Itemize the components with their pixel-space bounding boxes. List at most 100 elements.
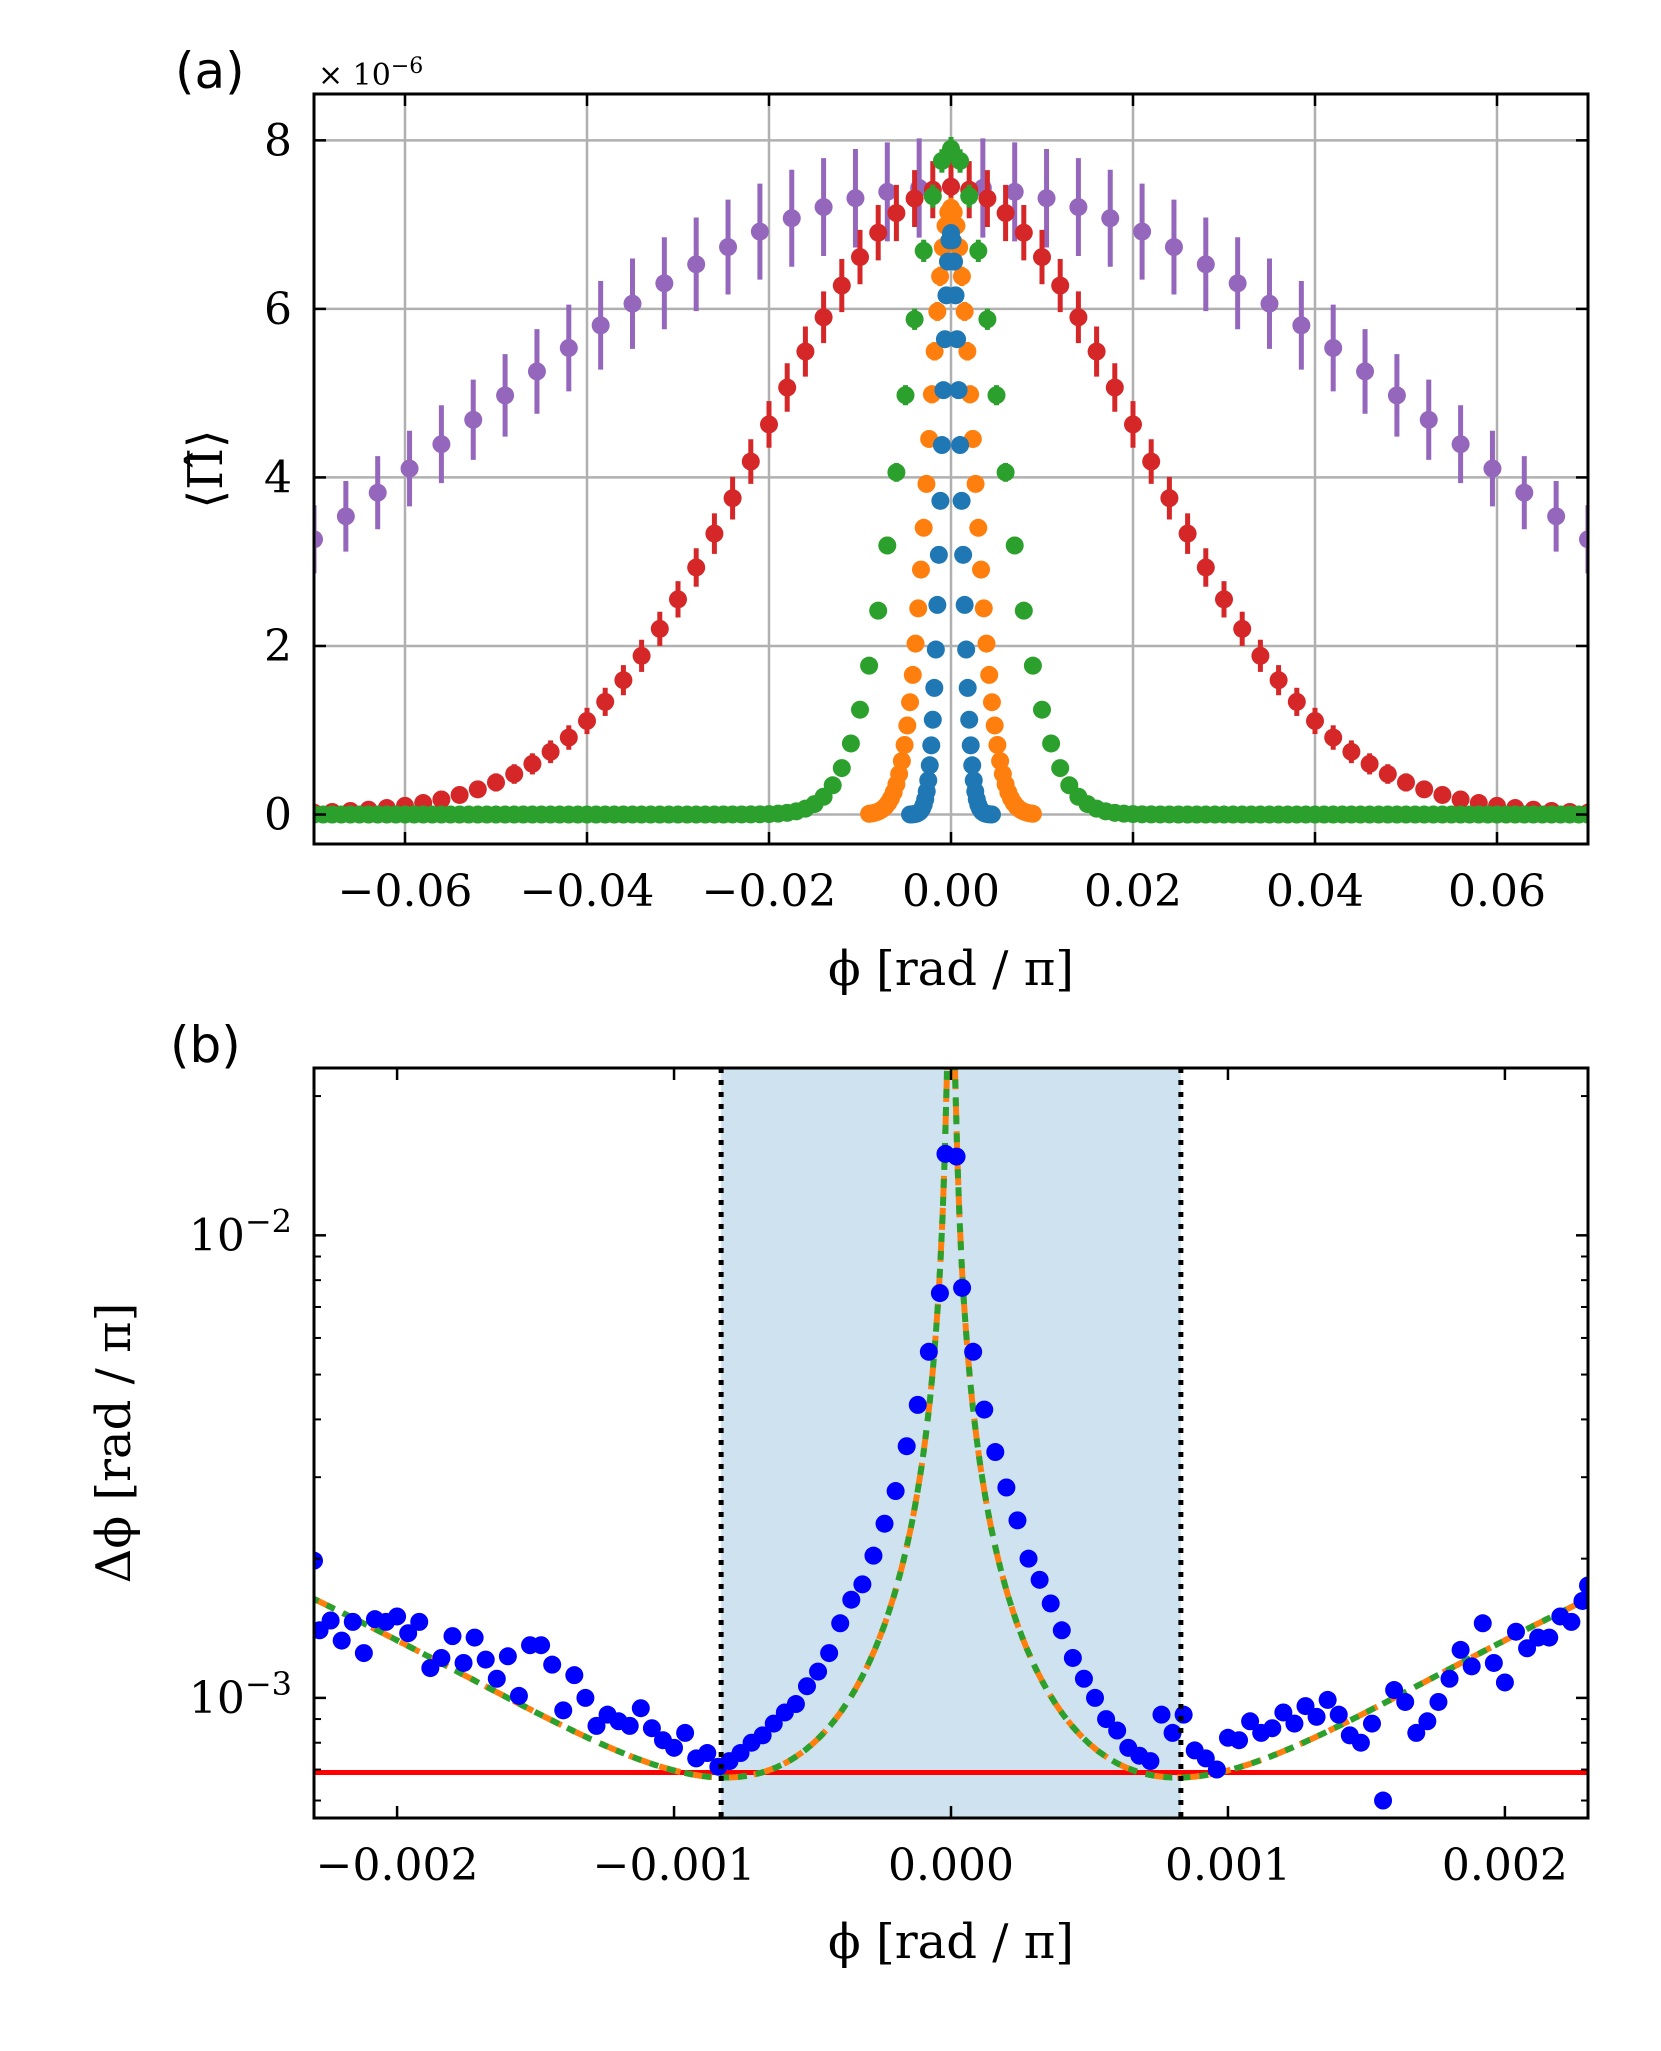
x-tick-label: 0.06 [1448,866,1546,917]
data-point [1174,1705,1193,1724]
panel-b-x-axis-label: ϕ [rad / π] [828,1914,1074,1970]
data-point [1069,308,1088,327]
data-point [1296,1697,1315,1716]
data-point [1579,1576,1588,1595]
data-point [1005,536,1024,555]
data-point [778,378,797,397]
data-point [698,1744,717,1763]
data-point [1196,1749,1215,1768]
y-tick-label: 10−2 [189,1202,292,1261]
data-point [841,734,860,753]
series-purple [314,136,1588,574]
data-point [498,1647,517,1666]
data-point [948,330,967,349]
data-point [1329,1705,1348,1724]
data-point [1274,1703,1293,1722]
data-point [908,1395,927,1414]
data-point [977,634,996,653]
data-point [1215,590,1233,609]
data-point [1324,728,1343,747]
data-point [925,678,944,697]
data-point [897,1437,916,1456]
data-point [321,1611,340,1630]
data-point [554,1701,573,1720]
panel-b-data [314,1068,1588,1818]
data-point [951,436,970,455]
data-point [919,771,938,790]
data-point [960,187,979,206]
data-point [796,342,815,361]
data-point [831,1614,850,1633]
data-point [1360,754,1379,773]
data-point [969,241,988,260]
data-point [753,1726,772,1745]
panel-a-multiplier: × 10−6 [318,54,423,93]
data-point [1005,182,1024,201]
data-point [1037,189,1056,208]
data-point [719,238,738,257]
data-point [814,308,833,327]
model-curve-green [952,1068,1588,1781]
data-point [997,1478,1016,1497]
data-point [1152,1705,1171,1724]
data-point [978,310,997,329]
x-tick-label: 0.04 [1266,866,1364,917]
data-point [923,710,942,729]
data-point [878,182,897,201]
y-tick-label: 4 [264,452,292,503]
data-point [980,665,999,684]
data-point [1160,489,1179,508]
data-point [932,436,951,455]
data-point [901,693,920,712]
data-point [961,736,980,755]
data-point [1063,1648,1082,1667]
data-point [931,267,950,286]
data-point [1230,1731,1249,1750]
data-point [914,241,933,260]
data-point [541,742,560,761]
data-point [496,386,515,405]
data-point [869,223,888,242]
data-point [1097,1710,1116,1729]
data-point [949,381,968,400]
x-tick-label: −0.06 [338,866,473,917]
data-point [1101,209,1120,228]
data-point [920,756,939,775]
data-point [986,1443,1005,1462]
data-point [1133,222,1152,241]
data-point [786,1695,805,1714]
data-point [853,1575,872,1594]
data-point [975,1400,994,1419]
x-tick-label: −0.02 [702,866,837,917]
data-point [952,267,971,286]
data-point [851,700,869,719]
data-point [972,560,991,579]
data-point [1241,1712,1260,1731]
data-point [820,1644,839,1663]
data-point [982,693,1001,712]
panel-a-data [314,136,1588,824]
data-point [1164,238,1183,257]
data-point [623,294,642,313]
data-point [523,754,542,773]
data-point [565,1666,584,1685]
data-point [596,692,615,711]
data-point [487,1669,506,1688]
data-point [809,1662,828,1681]
data-point [1433,785,1452,804]
data-point [1378,765,1397,784]
data-point [964,1342,983,1361]
data-point [1141,1752,1160,1771]
data-point [887,463,906,482]
data-point [1051,759,1070,778]
data-point [1342,742,1361,761]
data-point [943,231,962,250]
data-point [1260,294,1279,313]
data-point [468,780,487,799]
data-point [314,1551,323,1570]
panel-b-y-axis-label: Δϕ [rad / π] [86,1303,142,1584]
data-point [955,595,974,614]
data-point [942,177,960,196]
data-point [1196,558,1215,577]
